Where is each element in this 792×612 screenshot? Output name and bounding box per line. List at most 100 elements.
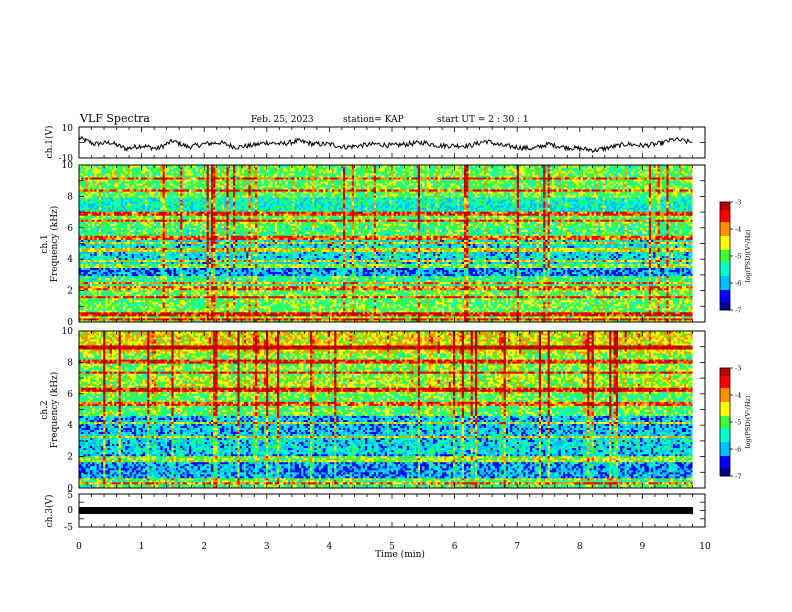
spectrogram-cell — [651, 316, 654, 318]
spectrogram-cell — [361, 316, 364, 318]
spectrogram-cell — [488, 316, 491, 318]
spectrogram-cell — [134, 300, 137, 302]
spectrogram-cell — [574, 300, 577, 302]
spectrogram-cell — [497, 300, 500, 302]
spectrogram-cell — [198, 300, 201, 302]
spectrogram-cell — [501, 316, 504, 318]
spectrogram-cell — [171, 316, 174, 318]
spectrogram-cell — [299, 316, 302, 318]
spectrogram-cell — [462, 300, 465, 302]
spectrogram-cell — [592, 316, 595, 318]
spectrogram-cell — [504, 316, 507, 318]
spectrogram-cell — [123, 316, 126, 318]
spectrogram-cell — [281, 316, 284, 318]
spectrogram-cell — [242, 300, 245, 302]
spectrogram-cell — [585, 300, 588, 302]
spectrogram-cell — [363, 300, 366, 302]
spectrogram-cell — [138, 316, 141, 318]
spectrogram-cell — [136, 316, 139, 318]
spectrogram-cell — [103, 300, 106, 302]
spectrogram-cell — [592, 300, 595, 302]
spectrogram-cell — [255, 300, 258, 302]
spectrogram-cell — [121, 300, 124, 302]
spectrogram-cell — [119, 300, 122, 302]
spectrogram-cell — [319, 300, 322, 302]
spectrogram-cell — [559, 316, 562, 318]
spectrogram-cell — [233, 316, 236, 318]
spectrogram-cell — [209, 300, 212, 302]
spectrogram-cell — [420, 316, 423, 318]
spectrogram-cell — [475, 316, 478, 318]
spectrogram-cell — [383, 316, 386, 318]
spectrogram-cell — [658, 300, 661, 302]
spectrogram-cell — [528, 300, 531, 302]
spectrogram-cell — [222, 316, 225, 318]
spectrogram-cell — [222, 300, 225, 302]
spectrogram-cell — [539, 316, 542, 318]
spectrogram-cell — [358, 316, 361, 318]
spectrogram-cell — [658, 316, 661, 318]
spectrogram-cell — [567, 316, 570, 318]
spectrogram-cell — [376, 300, 379, 302]
spectrogram-cell — [112, 300, 115, 302]
spectrogram-cell — [638, 316, 641, 318]
spectrogram-cell — [649, 316, 652, 318]
spectrogram-cell — [350, 300, 353, 302]
spectrogram-cell — [596, 300, 599, 302]
spectrogram-cell — [229, 300, 232, 302]
spectrogram-cell — [253, 300, 256, 302]
spectrogram-cell — [666, 300, 669, 302]
spectrogram-cell — [284, 300, 287, 302]
spectrogram-cell — [105, 316, 108, 318]
spectrogram-cell — [541, 316, 544, 318]
spectrogram-cell — [572, 316, 575, 318]
spectrogram-cell — [200, 316, 203, 318]
spectrogram-cell — [581, 300, 584, 302]
spectrogram-cell — [178, 316, 181, 318]
spectrogram-cell — [240, 316, 243, 318]
spectrogram-cell — [552, 300, 555, 302]
spectrogram-cell — [354, 316, 357, 318]
spectrogram-cell — [367, 300, 370, 302]
spectrogram-cell — [211, 300, 214, 302]
spectrogram-cell — [449, 316, 452, 318]
ch1-waveform-panel: 10 -10 ch.1(V) — [44, 124, 705, 164]
spectrogram-cell — [422, 316, 425, 318]
spectrogram-cell — [666, 316, 669, 318]
spectrogram-cell — [464, 316, 467, 318]
spectrogram-cell — [257, 300, 260, 302]
spectrogram-cell — [578, 300, 581, 302]
spectrogram-cell — [636, 316, 639, 318]
spectrogram-cell — [438, 316, 441, 318]
spectrogram-cell — [682, 316, 685, 318]
spectrogram-cell — [471, 300, 474, 302]
spectrogram-cell — [189, 300, 192, 302]
spectrogram-cell — [435, 300, 438, 302]
spectrogram-cell — [499, 300, 502, 302]
spectrogram-cell — [479, 300, 482, 302]
spectrogram-cell — [292, 300, 295, 302]
spectrogram-cell — [596, 316, 599, 318]
spectrogram-cell — [420, 300, 423, 302]
spectrogram-cell — [493, 300, 496, 302]
spectrogram-cell — [567, 300, 570, 302]
spectrogram-cell — [556, 316, 559, 318]
spectrogram-cell — [332, 300, 335, 302]
spectrogram-cell — [191, 300, 194, 302]
spectrogram-cell — [86, 316, 89, 318]
spectrogram-cell — [521, 316, 524, 318]
spectrogram-cell — [411, 300, 414, 302]
spectrogram-cell — [442, 300, 445, 302]
spectrogram-cell — [306, 300, 309, 302]
spectrogram-cell — [171, 300, 174, 302]
spectrogram-cell — [266, 300, 269, 302]
spectrogram-cell — [365, 300, 368, 302]
spectrogram-cell — [108, 300, 111, 302]
spectrogram-cell — [460, 300, 463, 302]
spectrogram-cell — [550, 300, 553, 302]
spectrogram-cell — [167, 316, 170, 318]
spectrogram-cell — [660, 316, 663, 318]
spectrogram-cell — [416, 300, 419, 302]
spectrogram-cell — [686, 316, 689, 318]
spectrogram-cell — [400, 316, 403, 318]
